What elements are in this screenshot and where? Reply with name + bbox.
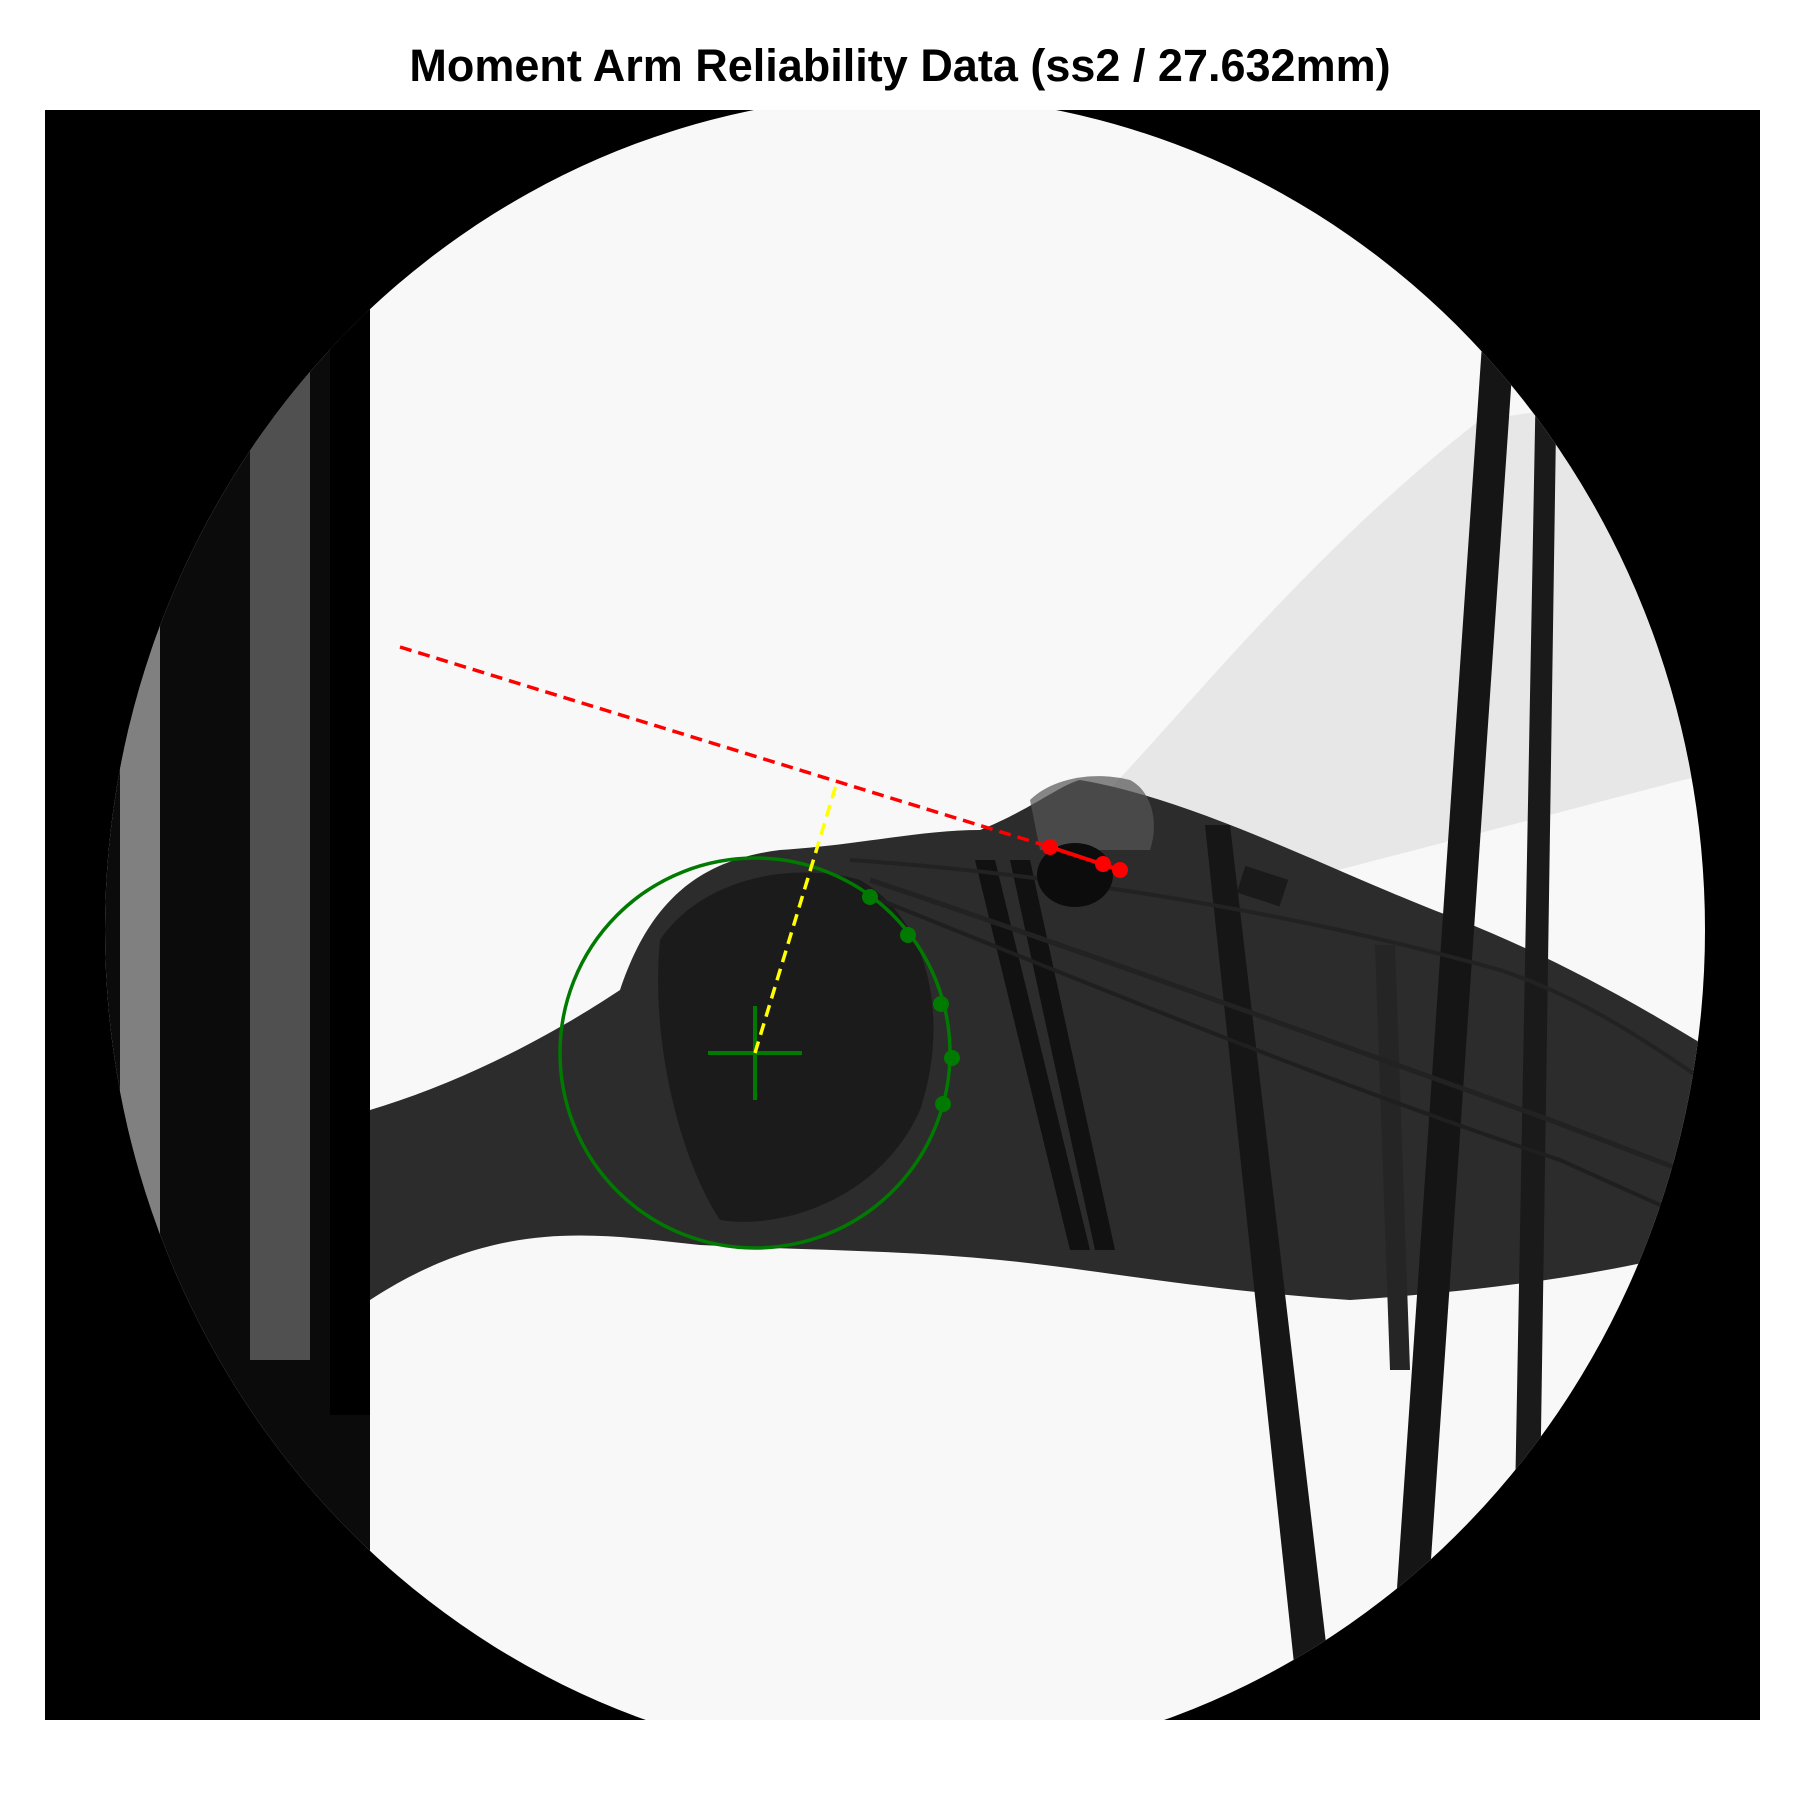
fit-point — [933, 996, 949, 1012]
rod-right-long — [1388, 110, 1530, 1720]
wire-low — [879, 898, 1705, 1252]
tendon-point — [1042, 839, 1058, 855]
wire-top — [849, 858, 1705, 1117]
fit-point — [944, 1050, 960, 1066]
soft-tissue-upper — [1080, 380, 1705, 880]
bone-head-shadow — [658, 872, 934, 1222]
fit-point — [862, 889, 878, 905]
left-fixture-edge — [330, 215, 370, 1415]
pin-b — [1010, 860, 1115, 1250]
tendon-tuft — [1030, 776, 1154, 850]
moment-arm-line — [753, 781, 839, 1054]
screw-center — [1205, 825, 1335, 1720]
fit-point — [935, 1096, 951, 1112]
clamp — [1236, 865, 1289, 907]
marker-bead — [1037, 843, 1113, 907]
tendon-point — [1112, 862, 1128, 878]
wire-mid — [869, 877, 1705, 1203]
pin-a — [975, 860, 1090, 1250]
fit-point — [900, 927, 916, 943]
left-fixture-light-band — [250, 260, 310, 1360]
rod-right-outer — [1515, 160, 1560, 1500]
annotation-overlay — [399, 645, 1128, 1250]
screw-short — [1375, 945, 1410, 1370]
figure-title: Moment Arm Reliability Data (ss2 / 27.63… — [409, 40, 1391, 91]
tendon-point — [1095, 856, 1111, 872]
